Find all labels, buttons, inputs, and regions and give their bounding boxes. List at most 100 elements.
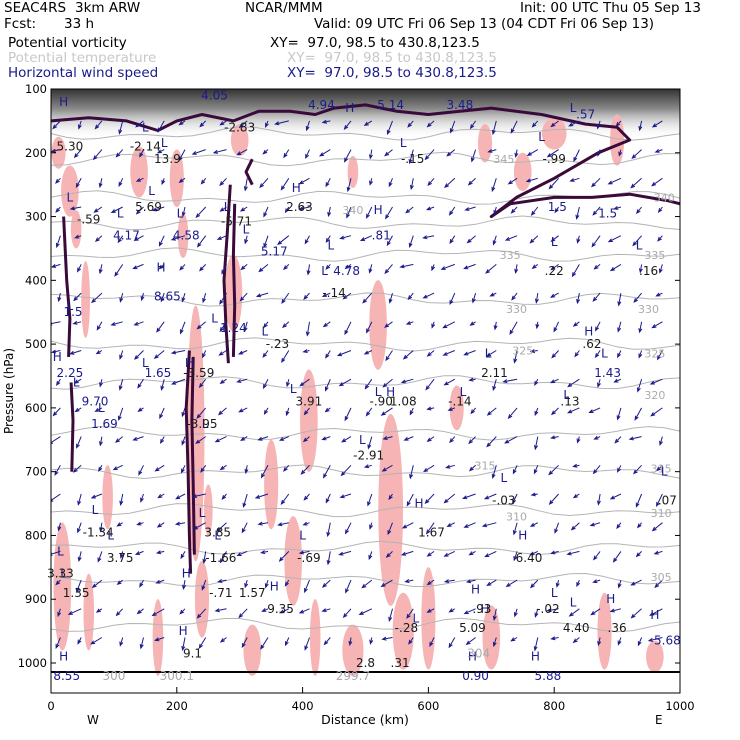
wind-vector	[425, 206, 435, 211]
wind-vector	[572, 493, 580, 499]
wind-vector	[174, 521, 186, 526]
value-label: -2.83	[224, 120, 255, 134]
wind-vector	[326, 522, 331, 538]
wind-vector	[136, 608, 144, 615]
wind-vector	[656, 464, 663, 472]
wind-vector	[115, 608, 124, 617]
hl-marker: H	[345, 101, 354, 115]
hl-marker: L	[570, 101, 577, 115]
wind-vector	[593, 435, 601, 440]
wind-vector	[369, 522, 373, 530]
y-tick-label: 1000	[18, 656, 47, 670]
hl-marker: H	[606, 592, 615, 606]
wind-vector	[221, 264, 227, 275]
wind-vector	[550, 120, 559, 128]
wind-vector	[616, 407, 622, 421]
wind-vector	[468, 436, 476, 445]
wind-vector	[238, 608, 248, 619]
wind-vector	[219, 551, 227, 564]
wind-vector	[567, 378, 580, 388]
wind-vector	[318, 149, 331, 157]
wind-vector	[553, 321, 560, 333]
hl-marker: L	[107, 528, 114, 542]
wind-vector	[572, 321, 580, 327]
wind-vector	[486, 579, 497, 587]
value-label: 1.69	[91, 417, 118, 431]
wind-vector	[422, 464, 435, 473]
wind-vector	[219, 637, 227, 643]
wind-vector	[217, 578, 227, 583]
wind-vector	[99, 436, 103, 447]
wind-vector	[466, 235, 476, 244]
wind-vector	[137, 407, 144, 412]
value-label: 5.14	[377, 98, 404, 112]
wind-vector	[427, 177, 435, 187]
wind-vector	[568, 120, 580, 127]
value-label: -.14	[448, 395, 471, 409]
wind-vector	[263, 206, 269, 218]
wind-vector	[178, 177, 186, 183]
wind-vector	[344, 321, 352, 336]
wind-vector	[385, 206, 393, 220]
wind-vector	[530, 579, 539, 589]
value-label: -2.14	[130, 139, 161, 153]
wind-vector	[195, 206, 207, 219]
hl-marker: L	[262, 324, 269, 338]
x-tick-label: 600	[417, 699, 439, 713]
wind-vector	[115, 436, 124, 443]
wind-vector	[200, 177, 207, 185]
wind-vector	[325, 235, 331, 243]
wind-vector	[431, 264, 436, 272]
pv-fill	[177, 213, 189, 259]
wind-vector	[529, 349, 538, 354]
theta-label: 330	[506, 303, 527, 316]
wind-vector	[504, 436, 518, 444]
pv-fill	[53, 522, 72, 651]
value-label: .36	[608, 621, 627, 635]
hl-marker: H	[59, 650, 68, 664]
wind-vector	[238, 120, 248, 129]
wind-vector	[632, 235, 642, 247]
wind-vector	[304, 579, 310, 594]
wind-vector	[138, 465, 144, 476]
wind-vector	[534, 436, 539, 451]
wind-vector	[609, 493, 622, 500]
hl-marker: H	[414, 497, 423, 511]
wind-vector	[493, 206, 498, 216]
wind-vector	[442, 321, 456, 329]
wind-vector	[180, 551, 186, 560]
wind-vector	[54, 177, 61, 184]
wind-vector	[425, 378, 435, 391]
wind-vector	[531, 264, 539, 270]
value-label: 9.35	[267, 602, 294, 616]
wind-vector	[339, 493, 352, 499]
value-label: 1.5	[63, 305, 82, 319]
wind-vector	[118, 379, 124, 391]
wind-vector	[569, 177, 580, 182]
wind-vector	[240, 436, 248, 441]
wind-vector	[592, 464, 601, 475]
wind-vector	[448, 637, 456, 649]
wind-vector	[261, 608, 269, 612]
pv-fill	[369, 280, 387, 370]
y-tick-label: 800	[25, 528, 47, 542]
value-label: -.71	[209, 586, 232, 600]
value-label: 3.33	[47, 567, 74, 581]
wind-vector	[156, 149, 165, 154]
wind-vector	[424, 493, 435, 505]
wind-vector	[298, 177, 310, 185]
wind-vector	[221, 493, 227, 500]
wind-vector	[73, 149, 82, 159]
value-label: -2.91	[353, 449, 384, 463]
wind-vector	[259, 177, 269, 189]
theta-label: 325	[644, 348, 665, 361]
wind-vector	[199, 120, 207, 128]
hl-marker: H	[386, 385, 395, 399]
wind-vector	[77, 120, 82, 130]
wind-vector	[325, 350, 331, 359]
wind-vector	[573, 149, 580, 163]
wind-vector	[258, 264, 269, 273]
wind-vector	[443, 579, 455, 584]
value-label: 1.57	[239, 586, 266, 600]
wind-vector	[549, 378, 559, 384]
